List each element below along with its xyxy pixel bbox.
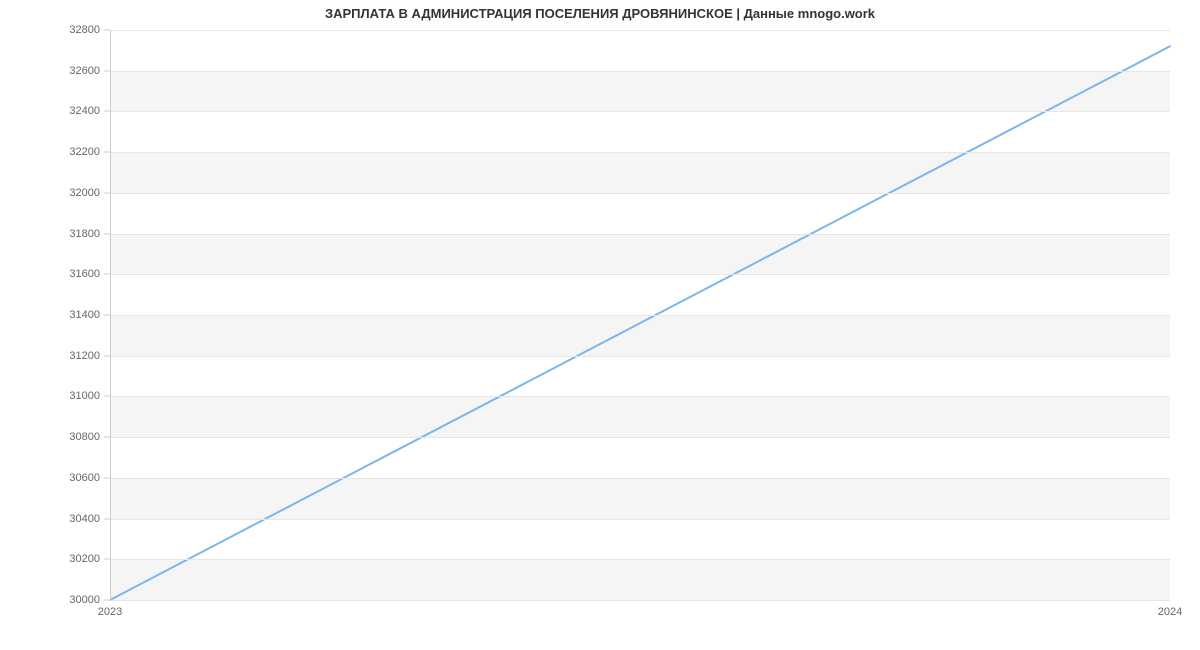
y-gridline: [110, 234, 1170, 235]
y-gridline: [110, 315, 1170, 316]
y-tick-label: 32400: [69, 105, 100, 117]
x-tick-label: 2023: [98, 606, 122, 618]
y-tick-label: 31400: [69, 309, 100, 321]
chart-title: ЗАРПЛАТА В АДМИНИСТРАЦИЯ ПОСЕЛЕНИЯ ДРОВЯ…: [0, 6, 1200, 21]
y-tick-label: 31000: [69, 390, 100, 402]
y-tick-label: 30200: [69, 553, 100, 565]
y-gridline: [110, 193, 1170, 194]
y-gridline: [110, 111, 1170, 112]
y-tick-label: 30400: [69, 513, 100, 525]
y-tick-label: 30800: [69, 431, 100, 443]
y-gridline: [110, 437, 1170, 438]
x-tick-label: 2024: [1158, 606, 1182, 618]
y-tick-label: 32800: [69, 24, 100, 36]
y-gridline: [110, 356, 1170, 357]
y-gridline: [110, 152, 1170, 153]
y-gridline: [110, 30, 1170, 31]
y-axis-line: [110, 30, 111, 600]
plot-area: 3000030200304003060030800310003120031400…: [110, 30, 1170, 600]
y-gridline: [110, 519, 1170, 520]
y-tick-label: 32600: [69, 65, 100, 77]
y-gridline: [110, 600, 1170, 601]
y-gridline: [110, 71, 1170, 72]
y-tick-label: 32000: [69, 187, 100, 199]
y-tick-label: 31200: [69, 350, 100, 362]
salary-line-chart: ЗАРПЛАТА В АДМИНИСТРАЦИЯ ПОСЕЛЕНИЯ ДРОВЯ…: [0, 0, 1200, 650]
series-line: [110, 46, 1170, 600]
y-gridline: [110, 559, 1170, 560]
y-gridline: [110, 478, 1170, 479]
y-tick-label: 30000: [69, 594, 100, 606]
y-gridline: [110, 274, 1170, 275]
y-tick-label: 31600: [69, 268, 100, 280]
y-tick-label: 30600: [69, 472, 100, 484]
y-tick-label: 32200: [69, 146, 100, 158]
y-tick-label: 31800: [69, 228, 100, 240]
y-gridline: [110, 396, 1170, 397]
